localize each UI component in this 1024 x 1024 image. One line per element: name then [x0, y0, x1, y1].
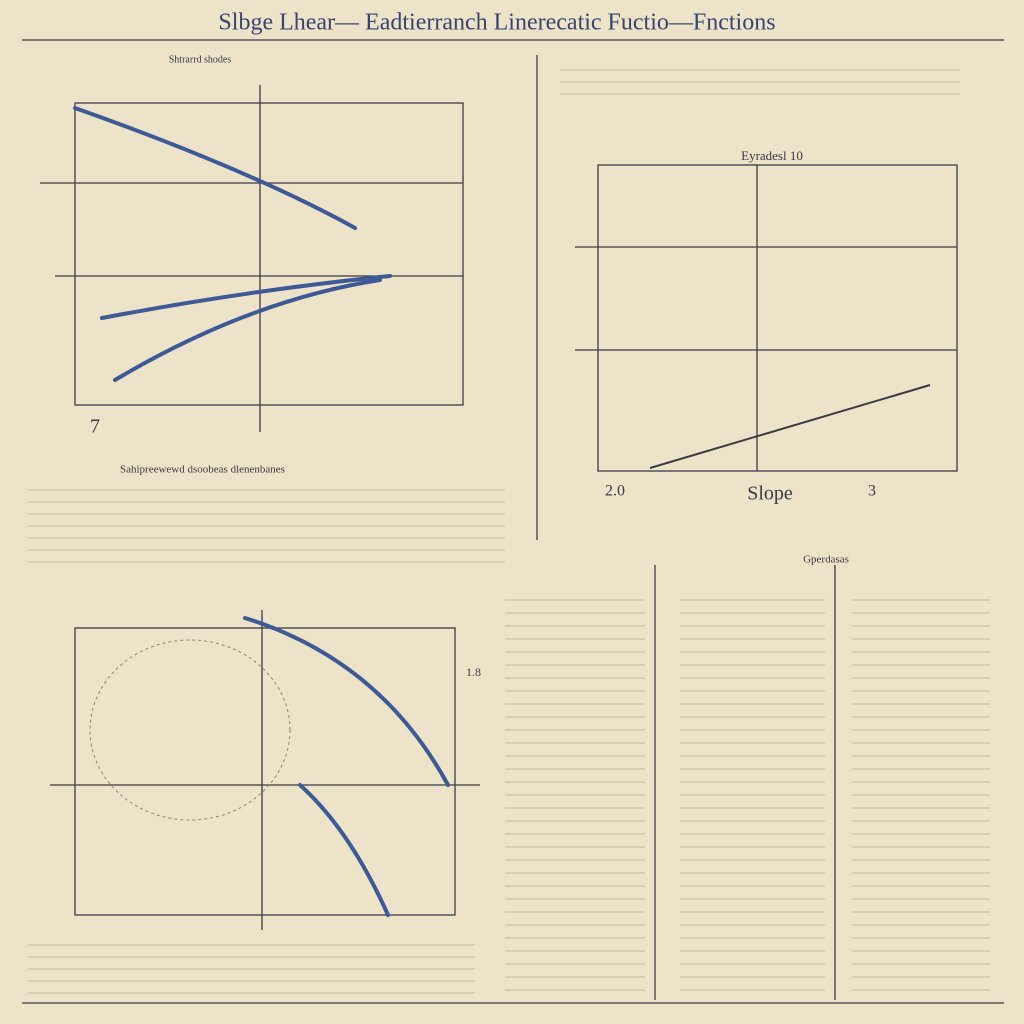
title: Slbge Lhear— Eadtierranch Linerecatic Fu…: [218, 10, 775, 36]
graph-frame: [74, 102, 464, 406]
curve: [100, 274, 392, 320]
panel-heading: Eyradesl 10: [741, 148, 803, 163]
graph-frame: [74, 627, 456, 916]
curve: [73, 106, 357, 230]
curve: [243, 616, 450, 787]
label: 3: [868, 483, 876, 500]
curve: [298, 783, 390, 917]
sketch: [89, 639, 291, 821]
graph-frame: [597, 164, 958, 472]
panel-heading: Gperdasas: [803, 554, 849, 566]
curve: [113, 278, 382, 382]
label: 2.0: [605, 483, 625, 500]
axis-label: 7: [90, 416, 100, 438]
line: [649, 384, 931, 469]
label: 1.8: [466, 665, 481, 679]
panel-heading: Shtrarrd shodes: [169, 54, 232, 65]
caption: Sahipreewewd dsoobeas dlenenbanes: [120, 464, 285, 476]
text-lines: [28, 69, 990, 994]
label: Slope: [747, 483, 793, 505]
